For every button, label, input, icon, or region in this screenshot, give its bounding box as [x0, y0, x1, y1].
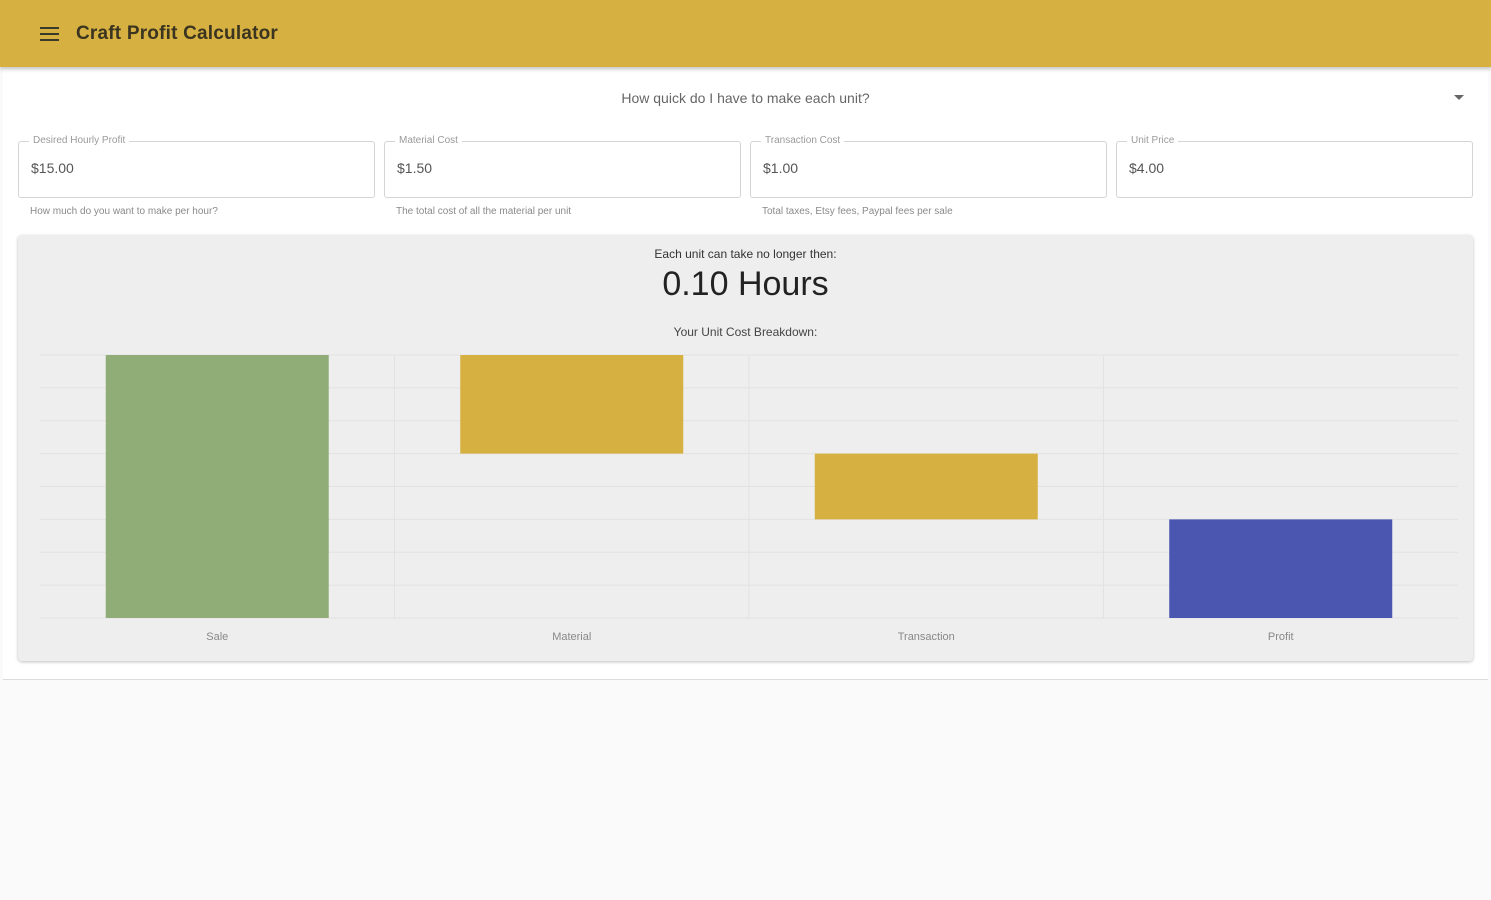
material-cost-label: Material Cost [395, 135, 462, 146]
material-cost-field: Material Cost The total cost of all the … [384, 135, 741, 217]
x-tick-label-profit: Profit [1268, 631, 1294, 643]
desired-hourly-profit-label: Desired Hourly Profit [29, 135, 130, 146]
unit-cost-breakdown-chart: Sale Material Transaction Profit [40, 354, 1458, 643]
app-bar: Craft Profit Calculator [0, 0, 1491, 67]
desired-hourly-profit-field: Desired Hourly Profit How much do you wa… [18, 135, 375, 217]
bar-profit [1169, 519, 1393, 618]
result-label: Each unit can take no longer then: [654, 247, 837, 261]
question-select[interactable]: How quick do I have to make each unit? [3, 83, 1488, 113]
unit-price-label: Unit Price [1127, 135, 1179, 146]
question-select-label: How quick do I have to make each unit? [621, 90, 870, 106]
desired-hourly-profit-box[interactable]: Desired Hourly Profit [18, 135, 375, 198]
unit-price-input[interactable] [1129, 160, 1449, 176]
x-tick-label-sale: Sale [206, 631, 228, 643]
bar-sale [105, 355, 329, 618]
result-value: 0.10 Hours [662, 265, 829, 303]
dropdown-caret-icon [1454, 95, 1464, 100]
unit-price-field: Unit Price [1116, 135, 1473, 206]
material-cost-input[interactable] [397, 160, 717, 176]
app-title: Craft Profit Calculator [76, 22, 279, 44]
breakdown-label: Your Unit Cost Breakdown: [673, 325, 818, 339]
hamburger-menu-icon[interactable] [40, 22, 64, 46]
unit-price-box[interactable]: Unit Price [1116, 135, 1473, 198]
transaction-cost-input[interactable] [763, 160, 1083, 176]
transaction-cost-field: Transaction Cost Total taxes, Etsy fees,… [750, 135, 1107, 217]
bar-transaction [814, 453, 1038, 520]
material-cost-help: The total cost of all the material per u… [396, 206, 572, 217]
x-tick-label-material: Material [552, 631, 591, 643]
transaction-cost-label: Transaction Cost [761, 135, 845, 146]
material-cost-box[interactable]: Material Cost [384, 135, 741, 198]
bar-material [460, 355, 684, 454]
result-card: Sale Material Transaction Profit Each unit … [18, 235, 1473, 661]
main-content: How quick do I have to make each unit? D… [3, 67, 1488, 680]
transaction-cost-box[interactable]: Transaction Cost [750, 135, 1107, 198]
desired-hourly-profit-help: How much do you want to make per hour? [30, 206, 218, 217]
x-tick-label-transaction: Transaction [898, 631, 955, 643]
desired-hourly-profit-input[interactable] [31, 160, 351, 176]
transaction-cost-help: Total taxes, Etsy fees, Paypal fees per … [762, 206, 953, 217]
